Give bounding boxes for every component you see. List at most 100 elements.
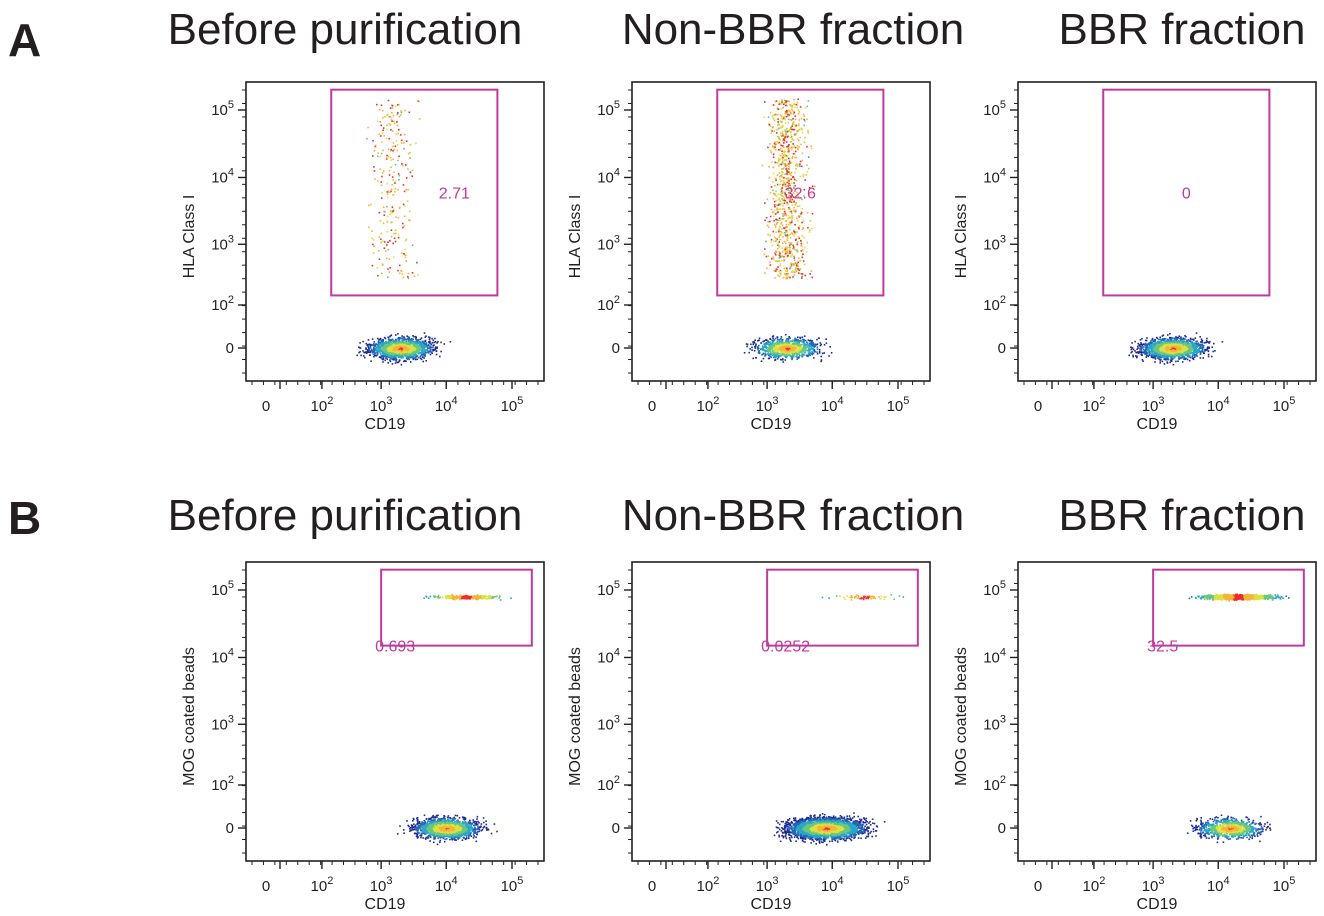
event-dot	[397, 144, 399, 146]
event-dot	[790, 119, 793, 121]
event-dot	[376, 343, 379, 346]
event-dot	[774, 277, 776, 279]
event-dot	[382, 340, 384, 342]
event-dot	[403, 336, 405, 338]
event-dot	[783, 227, 786, 230]
event-dot	[765, 339, 768, 341]
event-dot	[398, 359, 401, 362]
event-dot	[1134, 340, 1136, 343]
event-dot	[1154, 338, 1156, 341]
event-dot	[406, 200, 409, 203]
event-dot	[803, 335, 806, 337]
event-dot	[748, 351, 750, 354]
event-dot	[820, 359, 823, 361]
event-dot	[816, 343, 819, 345]
event-dot	[409, 354, 412, 357]
event-dot	[368, 349, 371, 351]
event-dot	[414, 348, 416, 350]
event-dot	[1163, 363, 1166, 365]
event-dot	[774, 114, 777, 117]
event-dot	[778, 124, 781, 126]
event-dot	[410, 341, 412, 344]
event-dot	[401, 142, 403, 144]
event-dot	[415, 355, 418, 358]
event-dot	[367, 350, 369, 352]
event-dot	[787, 145, 789, 147]
event-dot	[778, 163, 781, 166]
event-dot	[368, 347, 370, 350]
event-dot	[777, 204, 780, 206]
event-dot	[398, 155, 400, 158]
event-dot	[804, 136, 806, 139]
event-dot	[785, 229, 787, 232]
event-dot	[806, 212, 809, 214]
event-dot	[382, 356, 385, 359]
event-dot	[402, 339, 404, 342]
event-dot	[363, 351, 365, 354]
event-dot	[783, 146, 785, 149]
event-dot	[423, 353, 426, 356]
event-dot	[387, 343, 389, 346]
scatter-points	[743, 98, 833, 363]
event-dot	[411, 348, 413, 351]
event-dot	[775, 231, 777, 234]
event-dot	[784, 248, 787, 250]
event-dot	[776, 342, 778, 344]
event-dot	[393, 351, 395, 353]
event-dot	[775, 240, 777, 243]
event-dot	[398, 338, 401, 341]
event-dot	[380, 197, 383, 199]
event-dot	[777, 266, 779, 268]
event-dot	[753, 350, 756, 352]
event-dot	[778, 228, 781, 231]
event-dot	[393, 343, 395, 346]
event-dot	[387, 155, 390, 158]
event-dot	[401, 340, 403, 342]
event-dot	[419, 338, 422, 341]
event-dot	[816, 352, 819, 355]
event-dot	[773, 204, 776, 206]
event-dot	[769, 353, 772, 355]
x-tick-label: 104	[435, 395, 458, 415]
event-dot	[770, 132, 772, 135]
event-dot	[367, 126, 369, 129]
event-dot	[412, 358, 415, 361]
event-dot	[794, 232, 796, 235]
event-dot	[785, 158, 788, 161]
event-dot	[776, 340, 779, 342]
event-dot	[783, 250, 786, 252]
event-dot	[413, 275, 416, 277]
event-dot	[790, 162, 793, 164]
event-dot	[404, 254, 407, 256]
event-dot	[366, 137, 368, 140]
event-dot	[791, 219, 793, 221]
event-dot	[794, 347, 797, 349]
event-dot	[427, 350, 429, 353]
event-dot	[388, 116, 391, 118]
event-dot	[429, 348, 432, 350]
event-dot	[381, 355, 383, 357]
y-tick-label: 104	[597, 166, 620, 186]
event-dot	[776, 348, 778, 351]
event-dot	[786, 163, 788, 166]
event-dot	[786, 226, 788, 228]
event-dot	[779, 120, 782, 122]
event-dot	[408, 358, 410, 361]
x-axis-label: CD19	[751, 416, 792, 433]
event-dot	[409, 171, 412, 174]
event-dot	[379, 351, 381, 354]
event-dot	[777, 248, 779, 250]
event-dot	[381, 141, 383, 143]
event-dot	[786, 130, 789, 133]
plot-frame	[245, 81, 545, 382]
event-dot	[793, 182, 795, 184]
event-dot	[790, 174, 793, 177]
event-dot	[392, 357, 395, 360]
event-dot	[777, 122, 780, 125]
event-dot	[1139, 339, 1142, 341]
event-dot	[405, 239, 407, 242]
event-dot	[404, 338, 407, 340]
event-dot	[816, 351, 818, 353]
event-dot	[791, 157, 793, 160]
event-dot	[809, 342, 811, 345]
